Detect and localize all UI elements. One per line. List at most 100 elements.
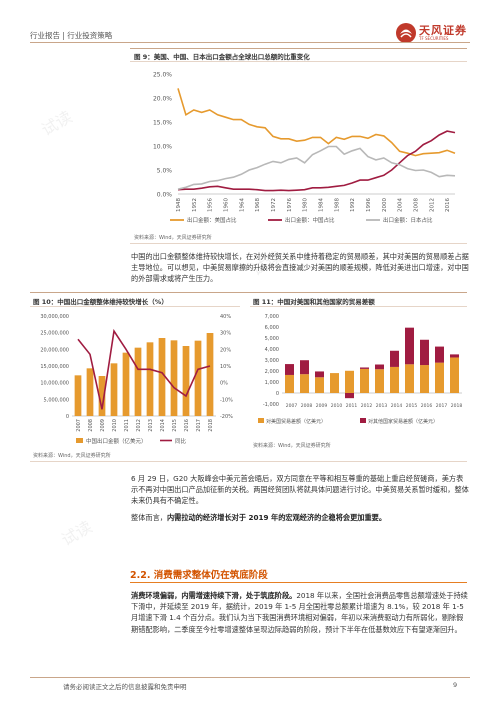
x-tick-label: 1980 <box>303 198 309 212</box>
y-tick-label-left: 0 <box>66 414 69 420</box>
x-tick-label: 2014 <box>160 419 166 432</box>
bar <box>158 338 166 416</box>
x-tick-label: 2016 <box>445 198 451 212</box>
x-tick-label: 2015 <box>406 403 418 409</box>
y-tick-label: 0.0% <box>157 192 173 199</box>
x-tick-label: 1964 <box>239 198 245 212</box>
bar <box>450 354 459 358</box>
paragraph: 中国的出口金额整体维持较快增长，在对外经贸关系中维持着稳定的贸易顺差，其中对美国… <box>131 252 469 284</box>
bar <box>360 368 369 393</box>
x-tick-label: 1956 <box>208 198 214 212</box>
bar <box>405 364 414 393</box>
y-tick-label-left: 25,000,000 <box>40 331 69 337</box>
x-tick-label: 2000 <box>382 198 388 212</box>
series-line <box>177 88 456 157</box>
fig9-source: 资料来源：Wind，天风证券研究所 <box>134 235 212 241</box>
x-tick-label: 1988 <box>334 198 340 212</box>
bar <box>300 360 309 375</box>
fig10-chart: 0 5,000,000 10,000,000 15,000,000 20,000,000… <box>40 314 233 445</box>
bar <box>110 363 118 416</box>
bar <box>74 375 82 416</box>
x-tick-label: 2014 <box>391 403 403 409</box>
x-tick-label: 2008 <box>88 419 94 432</box>
bar <box>390 350 399 367</box>
legend-label: 出口金额：日本占比 <box>383 216 433 224</box>
y-tick-label: 1,000 <box>265 380 279 386</box>
bar <box>315 377 324 393</box>
fig9-chart: 0.0% 5.0% 10.0% 15.0% 20.0% 25.0% 1948 1952 1956… <box>153 72 456 224</box>
legend-swatch <box>76 438 83 443</box>
bar <box>285 374 294 393</box>
bar <box>285 364 294 375</box>
y-tick-label: 0 <box>276 391 279 397</box>
x-tick-label: 2009 <box>316 403 328 409</box>
y-tick-label: 4,000 <box>265 347 279 353</box>
bar <box>300 374 309 393</box>
bar <box>345 393 354 399</box>
bar <box>420 365 429 393</box>
y-tick-label: 15.0% <box>153 120 172 127</box>
x-tick-label: 1976 <box>287 198 293 212</box>
y-tick-label-left: 5,000,000 <box>44 397 69 403</box>
x-tick-label: 2012 <box>136 419 142 432</box>
x-tick-label: 2010 <box>331 403 343 409</box>
paragraph: 消费环境偏弱，内需增速持续下滑，处于筑底阶段。2018 年以来，全国社会消费品零… <box>131 590 469 635</box>
x-tick-label: 2013 <box>148 419 154 432</box>
bar <box>182 346 190 416</box>
x-tick-label: 1984 <box>318 198 324 212</box>
y-tick-label: 6,000 <box>265 325 279 331</box>
bar <box>360 367 369 369</box>
x-tick-label: 2018 <box>451 403 463 409</box>
x-tick-label: 2007 <box>286 403 298 409</box>
logo-name: 天风证券 <box>419 24 467 37</box>
fig11-source: 资料来源：Wind，天风证券研究所 <box>253 443 331 449</box>
bar <box>86 368 94 416</box>
x-tick-label: 2016 <box>184 419 190 432</box>
x-tick-label: 2012 <box>361 403 373 409</box>
y-tick-label-right: 30% <box>220 331 231 337</box>
x-tick-label: 1960 <box>223 198 229 212</box>
x-tick-label: 2010 <box>112 419 118 432</box>
bar <box>390 366 399 393</box>
page-number: 9 <box>453 681 458 689</box>
bar <box>405 327 414 365</box>
x-tick-label: 2009 <box>100 419 106 432</box>
x-tick-label: 2007 <box>76 419 82 432</box>
y-tick-label: 5,000 <box>265 336 279 342</box>
bar <box>315 371 324 378</box>
y-tick-label-left: 10,000,000 <box>40 381 69 387</box>
paragraph-lead: 整体而言， <box>131 513 167 522</box>
bar <box>435 362 444 393</box>
y-tick-label: 7,000 <box>265 314 279 320</box>
x-tick-label: 2017 <box>436 403 448 409</box>
y-tick-label-right: 40% <box>220 314 231 320</box>
fig11-title-rule <box>250 306 467 307</box>
bar <box>375 369 384 393</box>
legend-label: 对其他国家贸易差额（亿美元） <box>368 418 438 425</box>
y-tick-label-left: 20,000,000 <box>40 347 69 353</box>
y-tick-label: -1,000 <box>263 402 279 408</box>
x-tick-label: 1948 <box>176 198 182 212</box>
header-rule <box>30 42 470 43</box>
section-rule <box>130 582 467 583</box>
legend-label: 出口金额：中国占比 <box>285 216 335 224</box>
fig9-title-rule <box>130 61 467 62</box>
legend-label: 同比 <box>175 437 187 445</box>
y-tick-label-right: -20% <box>220 414 233 420</box>
paragraph: 6 月 29 日，G20 大阪峰会中美元首会晤后，双方同意在平等和相互尊重的基础… <box>131 474 469 506</box>
series-line <box>177 130 456 192</box>
y-tick-label: 3,000 <box>265 358 279 364</box>
bar <box>134 347 142 416</box>
fig10-title: 图 10：中国出口金额整体维持较快增长（%） <box>33 298 168 306</box>
y-tick-label: 2,000 <box>265 369 279 375</box>
logo-icon <box>396 23 416 43</box>
logo-en: TF SECURITIES <box>419 36 449 41</box>
legend-label: 出口金额：美国占比 <box>187 216 237 224</box>
legend-label: 中国出口金额（亿美元） <box>86 437 147 445</box>
x-tick-label: 2013 <box>376 403 388 409</box>
fig9-top-rule <box>130 48 467 49</box>
x-tick-label: 2012 <box>429 198 435 212</box>
bar <box>170 340 178 416</box>
x-tick-label: 1972 <box>271 198 277 212</box>
x-tick-label: 1968 <box>255 198 261 212</box>
